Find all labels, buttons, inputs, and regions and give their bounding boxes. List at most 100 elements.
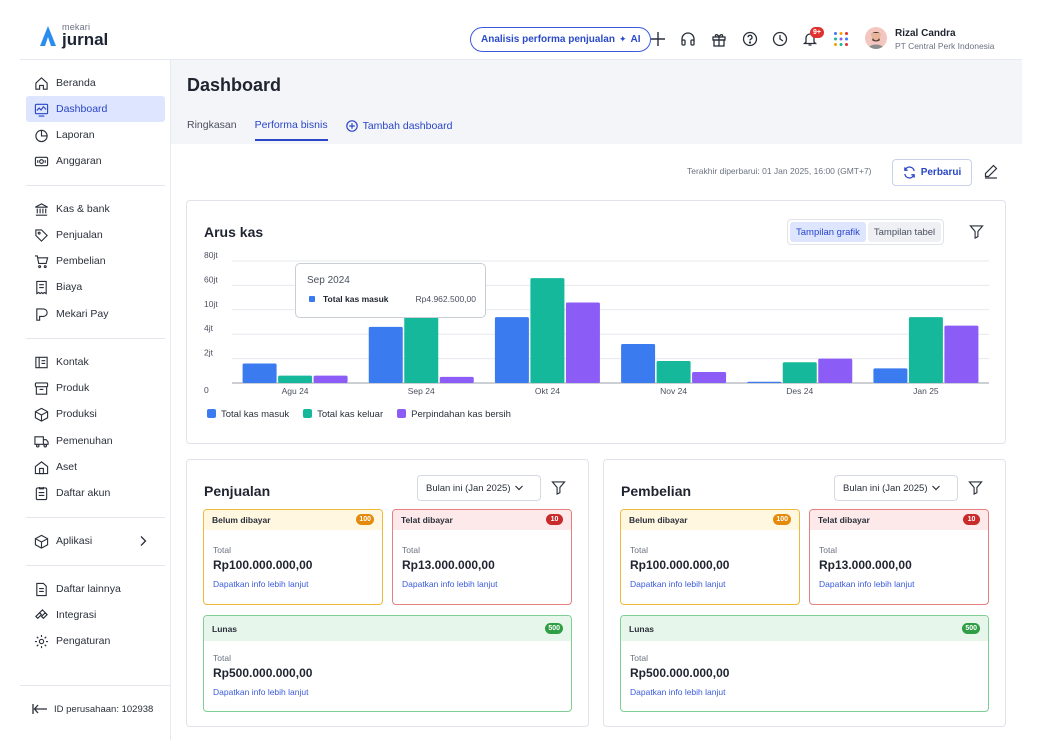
period-select[interactable]: Bulan ini (Jan 2025) xyxy=(834,475,958,501)
more-info-link[interactable]: Dapatkan info lebih lanjut xyxy=(630,579,726,589)
sidebar-item-label: Beranda xyxy=(56,77,96,89)
legend-swatch xyxy=(207,409,216,418)
stat-label: Telat dibayar xyxy=(401,515,453,525)
user-name[interactable]: Rizal Candra xyxy=(895,28,956,39)
sidebar-item-label: Biaya xyxy=(56,281,83,293)
legend-label: Total kas masuk xyxy=(221,409,290,420)
ai-tag: AI xyxy=(630,34,641,45)
main-content: Terakhir diperbarui: 01 Jan 2025, 16:00 … xyxy=(171,144,1022,740)
sidebar-item-laporan[interactable]: Laporan xyxy=(26,122,165,148)
pembelian-title: Pembelian xyxy=(621,483,692,499)
apps-grid-icon[interactable] xyxy=(831,29,851,49)
ai-analysis-button[interactable]: Analisis performa penjualan ✦ AI xyxy=(470,27,652,52)
refresh-button[interactable]: Perbarui xyxy=(892,159,972,186)
sidebar-item-kas-bank[interactable]: Kas & bank xyxy=(26,196,165,222)
dashboard-tabs: Ringkasan Performa bisnis Tambah dashboa… xyxy=(187,119,470,141)
tab-ringkasan[interactable]: Ringkasan xyxy=(187,119,237,131)
sidebar-item-beranda[interactable]: Beranda xyxy=(26,70,165,96)
sidebar-item-label: Pemenuhan xyxy=(56,435,113,447)
chart-legend: Total kas masuk Total kas keluar Perpind… xyxy=(207,409,511,420)
notification-badge: 9+ xyxy=(810,27,824,38)
pembelian-unpaid-card[interactable]: Belum dibayar 100 Total Rp100.000.000,00 … xyxy=(620,509,800,605)
chart-view-toggle[interactable]: Tampilan grafik xyxy=(790,222,866,242)
sidebar-item-daftar-lainnya[interactable]: Daftar lainnya xyxy=(26,576,165,602)
sidebar-item-pembelian[interactable]: Pembelian xyxy=(26,248,165,274)
page-title: Dashboard xyxy=(187,75,282,95)
period-select-value: Bulan ini (Jan 2025) xyxy=(426,482,511,494)
filter-icon[interactable] xyxy=(968,480,983,495)
x-tick-label: Sep 24 xyxy=(408,386,435,396)
headset-icon[interactable] xyxy=(678,29,698,49)
table-view-toggle[interactable]: Tampilan tabel xyxy=(867,222,942,242)
bar-total-kas-masuk xyxy=(747,381,782,383)
sidebar-item-mekari-pay[interactable]: Mekari Pay xyxy=(26,301,165,327)
sidebar-item-dashboard[interactable]: Dashboard xyxy=(26,96,165,122)
total-label: Total xyxy=(213,653,231,663)
sidebar-item-aplikasi[interactable]: Aplikasi xyxy=(26,528,165,554)
legend-item[interactable]: Total kas masuk xyxy=(207,409,289,420)
sidebar-item-penjualan[interactable]: Penjualan xyxy=(26,222,165,248)
sidebar-item-produksi[interactable]: Produksi xyxy=(26,401,165,427)
add-dashboard-tab[interactable]: Tambah dashboard xyxy=(345,119,452,141)
sidebar-item-label: Pembelian xyxy=(56,255,106,267)
history-icon[interactable] xyxy=(770,29,790,49)
sidebar-item-integrasi[interactable]: Integrasi xyxy=(26,602,165,628)
sidebar-item-aset[interactable]: Aset xyxy=(26,454,165,480)
edit-pencil-icon[interactable] xyxy=(983,163,999,179)
filter-icon[interactable] xyxy=(551,480,566,495)
sidebar-item-anggaran[interactable]: Anggaran xyxy=(26,148,165,174)
gift-icon[interactable] xyxy=(709,29,729,49)
truck-icon xyxy=(34,435,49,447)
sidebar-item-biaya[interactable]: Biaya xyxy=(26,274,165,300)
stat-label: Lunas xyxy=(212,623,238,634)
y-tick-label: 10jt xyxy=(204,299,218,309)
sidebar-item-pengaturan[interactable]: Pengaturan xyxy=(26,628,165,654)
sidebar-item-produk[interactable]: Produk xyxy=(26,375,165,401)
sidebar-divider xyxy=(26,517,165,518)
total-label: Total xyxy=(630,545,648,555)
legend-item[interactable]: Perpindahan kas bersih xyxy=(397,409,511,420)
dashboard-icon xyxy=(34,103,49,117)
help-icon[interactable] xyxy=(740,29,760,49)
total-amount: Rp500.000.000,00 xyxy=(630,666,730,680)
chevron-down-icon xyxy=(514,485,523,491)
sidebar-item-kontak[interactable]: Kontak xyxy=(26,349,165,375)
company-id[interactable]: ID perusahaan: 102938 xyxy=(32,703,153,715)
period-select[interactable]: Bulan ini (Jan 2025) xyxy=(417,475,541,501)
bar-total-kas-masuk xyxy=(621,343,656,383)
more-info-link[interactable]: Dapatkan info lebih lanjut xyxy=(402,579,498,589)
bar-perpindahan-kas-bersih xyxy=(565,302,600,383)
tab-performa-bisnis[interactable]: Performa bisnis xyxy=(254,119,328,141)
cube-icon xyxy=(34,534,49,549)
sidebar-item-label: Dashboard xyxy=(56,103,108,115)
sidebar-item-label: Kontak xyxy=(56,356,89,368)
penjualan-overdue-card[interactable]: Telat dibayar 10 Total Rp13.000.000,00 Da… xyxy=(392,509,572,605)
mekari-jurnal-logo[interactable]: mekari jurnal xyxy=(38,23,108,48)
bar-perpindahan-kas-bersih xyxy=(944,325,979,383)
sidebar-item-pemenuhan[interactable]: Pemenuhan xyxy=(26,428,165,454)
penjualan-unpaid-card[interactable]: Belum dibayar 100 Total Rp100.000.000,00 … xyxy=(203,509,383,605)
more-info-link[interactable]: Dapatkan info lebih lanjut xyxy=(213,687,309,697)
more-info-link[interactable]: Dapatkan info lebih lanjut xyxy=(819,579,915,589)
sidebar-item-label: Produksi xyxy=(56,408,97,420)
penjualan-card: Penjualan Bulan ini (Jan 2025) Belum dib… xyxy=(186,459,589,727)
y-tick-label: 0 xyxy=(204,385,209,395)
user-avatar[interactable] xyxy=(865,27,887,49)
more-info-link[interactable]: Dapatkan info lebih lanjut xyxy=(630,687,726,697)
legend-item[interactable]: Total kas keluar xyxy=(303,409,383,420)
penjualan-paid-card[interactable]: Lunas 500 Total Rp500.000.000,00 Dapatkan… xyxy=(203,615,572,712)
filter-icon[interactable] xyxy=(969,224,984,239)
stat-label: Belum dibayar xyxy=(212,515,271,525)
pembelian-paid-card[interactable]: Lunas 500 Total Rp500.000.000,00 Dapatkan… xyxy=(620,615,989,712)
total-amount: Rp13.000.000,00 xyxy=(819,558,912,572)
total-label: Total xyxy=(213,545,231,555)
plus-icon[interactable] xyxy=(648,29,668,49)
bar-perpindahan-kas-bersih xyxy=(818,358,853,383)
more-info-link[interactable]: Dapatkan info lebih lanjut xyxy=(213,579,309,589)
pembelian-overdue-card[interactable]: Telat dibayar 10 Total Rp13.000.000,00 Da… xyxy=(809,509,989,605)
sparkle-icon: ✦ xyxy=(618,34,627,44)
sidebar-item-daftar-akun[interactable]: Daftar akun xyxy=(26,480,165,506)
x-tick-label: Nov 24 xyxy=(660,386,687,396)
bar-total-kas-keluar xyxy=(908,317,943,383)
tooltip-value: Rp4.962.500,00 xyxy=(415,294,477,304)
